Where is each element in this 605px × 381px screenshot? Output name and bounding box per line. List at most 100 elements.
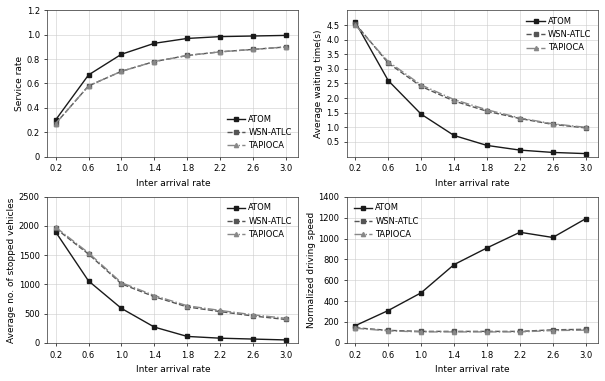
TAPIOCA (385, 328, 392, 333)
TAPIOCA (549, 122, 557, 126)
WSN-ATLC (52, 226, 59, 231)
Line: ATOM: ATOM (353, 20, 588, 156)
WSN-ATLC (249, 47, 257, 52)
TAPIOCA (151, 59, 158, 64)
ATOM (451, 262, 458, 267)
ATOM (52, 229, 59, 234)
ATOM (183, 36, 191, 41)
Text: (a): (a) (166, 197, 180, 207)
TAPIOCA (183, 53, 191, 58)
WSN-ATLC (352, 325, 359, 330)
WSN-ATLC (283, 317, 290, 322)
WSN-ATLC (451, 329, 458, 334)
ATOM (249, 34, 257, 38)
ATOM (151, 325, 158, 329)
TAPIOCA (249, 47, 257, 52)
TAPIOCA (52, 122, 59, 126)
WSN-ATLC (52, 122, 59, 126)
Line: WSN-ATLC: WSN-ATLC (53, 45, 288, 126)
Line: ATOM: ATOM (353, 217, 588, 328)
Line: ATOM: ATOM (53, 33, 288, 122)
ATOM (52, 118, 59, 122)
WSN-ATLC (417, 84, 425, 89)
ATOM (483, 143, 491, 148)
TAPIOCA (217, 50, 224, 54)
ATOM (283, 33, 290, 38)
WSN-ATLC (283, 45, 290, 49)
ATOM (385, 78, 392, 83)
ATOM (516, 148, 523, 152)
ATOM (582, 151, 589, 156)
TAPIOCA (417, 83, 425, 87)
WSN-ATLC (549, 122, 557, 126)
ATOM (385, 308, 392, 313)
Line: TAPIOCA: TAPIOCA (53, 225, 288, 320)
Line: TAPIOCA: TAPIOCA (53, 45, 288, 126)
ATOM (549, 235, 557, 240)
ATOM (516, 230, 523, 235)
ATOM (217, 34, 224, 39)
WSN-ATLC (151, 295, 158, 299)
TAPIOCA (582, 328, 589, 332)
Y-axis label: Average no. of stopped vehicles: Average no. of stopped vehicles (7, 197, 16, 343)
ATOM (249, 337, 257, 341)
Legend: ATOM, WSN-ATLC, TAPIOCA: ATOM, WSN-ATLC, TAPIOCA (524, 14, 594, 55)
TAPIOCA (385, 59, 392, 64)
TAPIOCA (352, 23, 359, 27)
ATOM (283, 338, 290, 342)
TAPIOCA (483, 107, 491, 112)
ATOM (582, 216, 589, 221)
TAPIOCA (283, 316, 290, 320)
ATOM (549, 150, 557, 155)
WSN-ATLC (352, 21, 359, 26)
X-axis label: Inter arrival rate: Inter arrival rate (136, 179, 210, 188)
TAPIOCA (516, 116, 523, 120)
TAPIOCA (151, 293, 158, 298)
ATOM (151, 41, 158, 46)
ATOM (352, 323, 359, 328)
WSN-ATLC (483, 329, 491, 334)
TAPIOCA (451, 330, 458, 334)
WSN-ATLC (217, 50, 224, 54)
Legend: ATOM, WSN-ATLC, TAPIOCA: ATOM, WSN-ATLC, TAPIOCA (224, 112, 294, 152)
X-axis label: Inter arrival rate: Inter arrival rate (435, 179, 510, 188)
WSN-ATLC (118, 69, 125, 74)
TAPIOCA (85, 251, 92, 255)
ATOM (85, 279, 92, 283)
WSN-ATLC (582, 327, 589, 331)
TAPIOCA (451, 97, 458, 102)
Line: WSN-ATLC: WSN-ATLC (53, 226, 288, 322)
TAPIOCA (483, 330, 491, 334)
Line: ATOM: ATOM (53, 230, 288, 342)
WSN-ATLC (85, 252, 92, 256)
WSN-ATLC (451, 99, 458, 103)
ATOM (217, 336, 224, 341)
Legend: ATOM, WSN-ATLC, TAPIOCA: ATOM, WSN-ATLC, TAPIOCA (352, 201, 421, 241)
WSN-ATLC (183, 305, 191, 309)
TAPIOCA (249, 312, 257, 317)
X-axis label: Inter arrival rate: Inter arrival rate (435, 365, 510, 374)
ATOM (118, 52, 125, 56)
WSN-ATLC (417, 329, 425, 334)
TAPIOCA (549, 328, 557, 333)
TAPIOCA (217, 308, 224, 313)
Line: WSN-ATLC: WSN-ATLC (353, 21, 588, 130)
ATOM (352, 20, 359, 24)
WSN-ATLC (483, 109, 491, 114)
Y-axis label: Service rate: Service rate (15, 56, 24, 111)
Line: WSN-ATLC: WSN-ATLC (353, 326, 588, 333)
TAPIOCA (52, 225, 59, 229)
ATOM (483, 246, 491, 250)
TAPIOCA (118, 69, 125, 74)
WSN-ATLC (151, 59, 158, 64)
TAPIOCA (85, 84, 92, 88)
TAPIOCA (118, 280, 125, 285)
WSN-ATLC (249, 314, 257, 318)
TAPIOCA (283, 45, 290, 49)
TAPIOCA (352, 326, 359, 331)
TAPIOCA (582, 125, 589, 130)
Y-axis label: Average waiting time(s): Average waiting time(s) (315, 29, 324, 138)
ATOM (85, 73, 92, 77)
WSN-ATLC (549, 328, 557, 332)
TAPIOCA (516, 330, 523, 334)
